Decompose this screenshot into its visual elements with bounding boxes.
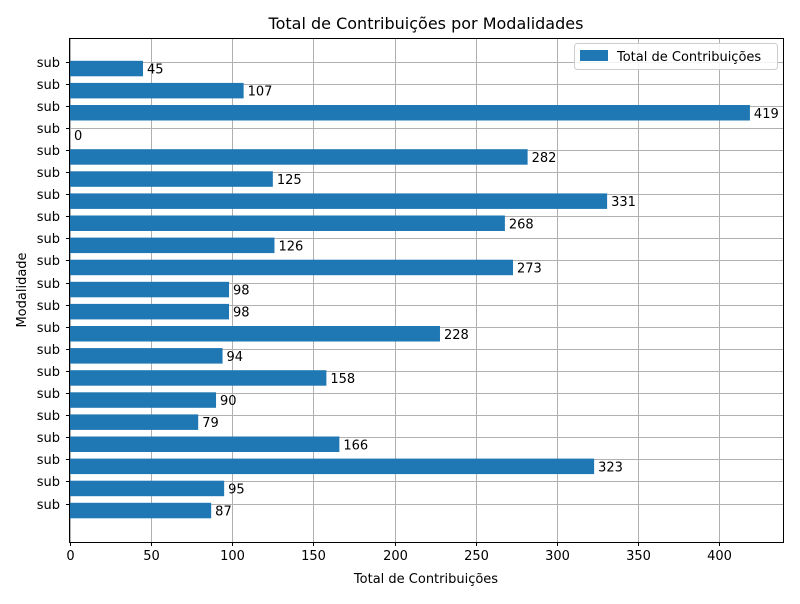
x-tick-label: 200 — [383, 549, 408, 564]
bar — [70, 281, 230, 298]
bar-value-label: 228 — [444, 328, 469, 343]
y-tick-label: sub — [37, 475, 60, 490]
bar-value-label: 331 — [611, 195, 636, 210]
y-tick-label: sub — [37, 431, 60, 446]
bar-value-label: 419 — [754, 107, 779, 122]
y-tick-label: sub — [37, 254, 60, 269]
legend-box — [574, 43, 778, 70]
y-tick-label: sub — [37, 498, 60, 513]
y-tick-label: sub — [37, 232, 60, 247]
bar-value-label: 107 — [248, 85, 273, 100]
bar — [70, 414, 199, 430]
y-tick-label: sub — [37, 210, 60, 225]
bar — [70, 370, 327, 386]
bar — [70, 348, 223, 364]
bar-value-label: 98 — [233, 306, 250, 321]
x-tick-label: 300 — [545, 549, 570, 564]
bar-value-label: 273 — [517, 261, 542, 276]
bar — [70, 259, 514, 276]
y-tick-label: sub — [37, 78, 60, 93]
bar — [70, 149, 528, 165]
bar — [70, 237, 275, 254]
bar-value-label: 45 — [147, 63, 164, 78]
y-tick-label: sub — [37, 188, 60, 203]
bar-value-label: 323 — [598, 460, 623, 475]
bar — [70, 392, 217, 408]
y-tick-label: sub — [37, 122, 60, 137]
y-tick-label: sub — [37, 144, 60, 159]
legend-swatch — [580, 50, 608, 61]
bar — [70, 480, 225, 497]
plot-frame — [69, 38, 784, 543]
bar — [70, 82, 244, 99]
x-tick-label: 350 — [626, 549, 651, 564]
bars — [70, 60, 750, 519]
chart-title: Total de Contribuições por Modalidades — [268, 14, 584, 33]
bar-value-label: 95 — [228, 482, 245, 497]
legend-label: Total de Contribuições — [616, 50, 761, 65]
x-tick-label: 400 — [707, 549, 732, 564]
bar — [70, 60, 144, 77]
bar-value-label: 90 — [220, 394, 237, 409]
y-tick-label: sub — [37, 277, 60, 292]
bar — [70, 215, 505, 231]
bar-value-label: 87 — [215, 505, 232, 520]
bar-value-label: 94 — [227, 350, 244, 365]
x-axis: 0 50 100 150 200 250 300 350 400 — [66, 542, 732, 564]
bar — [70, 326, 440, 342]
bar-value-label: 125 — [277, 173, 302, 188]
y-axis-label: Modalidade — [15, 252, 30, 327]
x-tick-label: 0 — [66, 549, 74, 564]
bar — [70, 436, 340, 452]
bar-value-label: 282 — [532, 151, 557, 166]
y-tick-label: sub — [37, 453, 60, 468]
bar — [70, 193, 608, 209]
bar-value-label: 158 — [330, 372, 355, 387]
bar — [70, 458, 595, 475]
bar — [70, 303, 230, 320]
bar — [70, 171, 273, 187]
legend: Total de Contribuições — [574, 43, 778, 70]
bar — [70, 105, 750, 121]
y-tick-label: sub — [37, 321, 60, 336]
bar-value-label: 0 — [74, 129, 82, 144]
bar-value-label: 79 — [202, 416, 219, 431]
bar-value-label: 126 — [278, 239, 303, 254]
x-axis-label: Total de Contribuições — [353, 572, 498, 587]
y-axis: sub sub sub sub sub sub sub sub sub sub sub sub sub s… — [37, 56, 70, 513]
y-tick-label: sub — [37, 299, 60, 314]
x-tick-label: 50 — [143, 549, 160, 564]
x-tick-label: 250 — [464, 549, 489, 564]
bar — [70, 502, 212, 519]
y-tick-label: sub — [37, 343, 60, 358]
y-tick-label: sub — [37, 409, 60, 424]
bar-value-label: 98 — [233, 284, 250, 299]
x-tick-label: 150 — [301, 549, 326, 564]
bar-value-label: 268 — [509, 217, 534, 232]
y-tick-label: sub — [37, 100, 60, 115]
y-tick-label: sub — [37, 166, 60, 181]
y-tick-label: sub — [37, 56, 60, 71]
y-tick-label: sub — [37, 365, 60, 380]
x-tick-label: 100 — [220, 549, 245, 564]
y-tick-label: sub — [37, 387, 60, 402]
bar-value-label: 166 — [343, 438, 368, 453]
